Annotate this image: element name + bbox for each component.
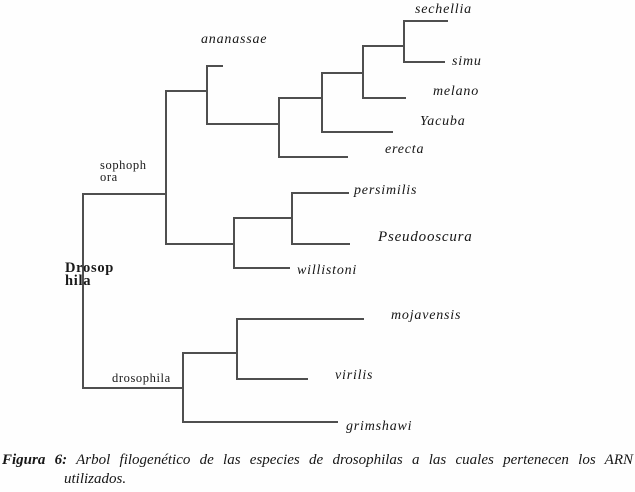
- erecta-node-vertical: [278, 97, 280, 158]
- mojavensis-tip-branch: [236, 318, 364, 320]
- species-label-willistoni: willistoni: [297, 263, 358, 278]
- persimilis-tip-branch: [291, 192, 349, 194]
- melanogaster-node-vertical: [362, 45, 364, 99]
- yakuba-node-vertical: [321, 72, 323, 133]
- drosophila-branch-line: [82, 387, 184, 389]
- virilis-node-vertical: [236, 318, 238, 380]
- grimshawi-tip-branch: [182, 421, 338, 423]
- figure-caption-number: Figura 6:: [2, 452, 68, 468]
- species-label-grimshawi: grimshawi: [346, 419, 413, 434]
- species-label-persimilis: persimilis: [354, 183, 418, 198]
- melanogaster-group-branch: [165, 90, 208, 92]
- erecta-tip-branch: [278, 156, 348, 158]
- yakuba-tip-branch: [321, 131, 393, 133]
- inner-branch-5: [233, 217, 293, 219]
- species-label-erecta: erecta: [385, 142, 425, 157]
- species-label-sechellia: sechellia: [415, 2, 472, 17]
- willistoni-node-vertical: [233, 217, 235, 269]
- virilis-tip-branch: [236, 378, 308, 380]
- clade-label-genus-line2: hila: [65, 272, 92, 289]
- species-label-melanogaster: melano: [433, 84, 480, 99]
- ananassae-tip-branch: [206, 65, 223, 67]
- figure-caption: Figura 6: Arbol filogenético de las espe…: [2, 452, 633, 488]
- inner-branch-4: [362, 45, 405, 47]
- clade-label-sophophora-line2: ora: [100, 169, 118, 184]
- species-label-simulans: simu: [452, 54, 482, 69]
- root-vertical-line: [82, 193, 84, 389]
- species-label-ananassae: ananassae: [201, 32, 268, 47]
- clade-label-sophophora-line1: sophoph: [100, 158, 147, 172]
- pseudoobscura-tip-branch: [291, 243, 350, 245]
- sechellia-simulans-node-vertical: [403, 20, 405, 63]
- species-label-virilis: virilis: [335, 368, 374, 383]
- sechellia-tip-branch: [403, 20, 448, 22]
- obscura-group-branch: [165, 243, 235, 245]
- sophophora-node-vertical: [165, 90, 167, 245]
- clade-label-sophophora: sophoph ora: [100, 158, 147, 184]
- ananassae-node-vertical: [206, 65, 208, 125]
- inner-branch-1: [206, 123, 280, 125]
- clade-label-drosophila-genus: Drosop hila: [65, 260, 115, 289]
- clade-label-genus-line1: Drosop: [65, 260, 115, 276]
- species-label-yakuba: Yacuba: [420, 114, 466, 129]
- melanogaster-tip-branch: [362, 97, 406, 99]
- species-label-pseudoobscura: Pseudooscura: [378, 229, 473, 245]
- inner-branch-3: [321, 72, 364, 74]
- species-label-mojavensis: mojavensis: [391, 308, 462, 323]
- figure-caption-line2: utilizados.: [64, 471, 127, 487]
- sophophora-branch-line: [82, 193, 167, 195]
- inner-branch-2: [278, 97, 323, 99]
- willistoni-tip-branch: [233, 267, 290, 269]
- inner-branch-6: [182, 352, 238, 354]
- drosophila-node-vertical: [182, 352, 184, 423]
- figure-caption-text: Arbol filogenético de las especies de dr…: [76, 452, 633, 468]
- simulans-tip-branch: [403, 61, 445, 63]
- figure-caption-line1: Figura 6: Arbol filogenético de las espe…: [2, 452, 633, 469]
- clade-label-drosophila-subgenus: drosophila: [112, 371, 171, 385]
- persimilis-node-vertical: [291, 192, 293, 245]
